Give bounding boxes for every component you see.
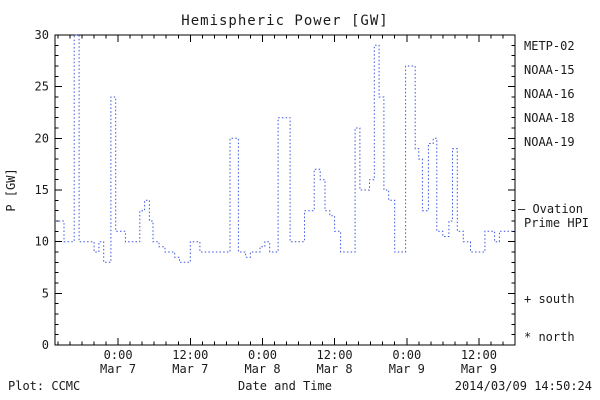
x-tick-date-label: Mar 7 [172,362,208,376]
ovation-prime-hpi-series [55,34,515,263]
minor-ticks [55,35,516,345]
legend-ovation-line1: — Ovation [518,202,583,216]
x-tick-time-label: 12:00 [317,348,353,362]
x-tick-time-label: 0:00 [104,348,133,362]
y-tick-label: 5 [42,286,49,300]
plot-source: Plot: CCMC [8,379,80,393]
chart-title: Hemispheric Power [GW] [181,13,388,29]
legend-noaa-15: NOAA-15 [524,63,575,77]
x-tick-date-label: Mar 7 [100,362,136,376]
legend: METP-02 NOAA-15 NOAA-16 NOAA-18 NOAA-19 … [518,39,589,344]
major-ticks [55,34,515,346]
x-tick-date-label: Mar 8 [317,362,353,376]
legend-ovation-line2: Prime HPI [524,216,589,230]
legend-north-marker: * north [524,330,575,344]
legend-noaa-18: NOAA-18 [524,111,575,125]
x-axis-title: Date and Time [238,379,332,393]
y-tick-label: 0 [42,338,49,352]
x-tick-date-label: Mar 8 [244,362,280,376]
x-tick-time-label: 12:00 [461,348,497,362]
y-tick-label: 25 [35,80,49,94]
legend-metp-02: METP-02 [524,39,575,53]
x-tick-time-label: 0:00 [392,348,421,362]
legend-noaa-19: NOAA-19 [524,135,575,149]
plot-area [54,34,516,346]
y-tick-label: 15 [35,183,49,197]
x-tick-time-label: 0:00 [248,348,277,362]
y-tick-label: 30 [35,28,49,42]
y-tick-label: 10 [35,235,49,249]
legend-noaa-16: NOAA-16 [524,87,575,101]
x-tick-date-label: Mar 9 [389,362,425,376]
legend-south-marker: + south [524,292,575,306]
y-axis-label: P [GW] [4,168,18,211]
timestamp: 2014/03/09 14:50:24 [455,379,592,393]
x-tick-time-label: 12:00 [172,348,208,362]
x-tick-date-label: Mar 9 [461,362,497,376]
y-tick-label: 20 [35,131,49,145]
